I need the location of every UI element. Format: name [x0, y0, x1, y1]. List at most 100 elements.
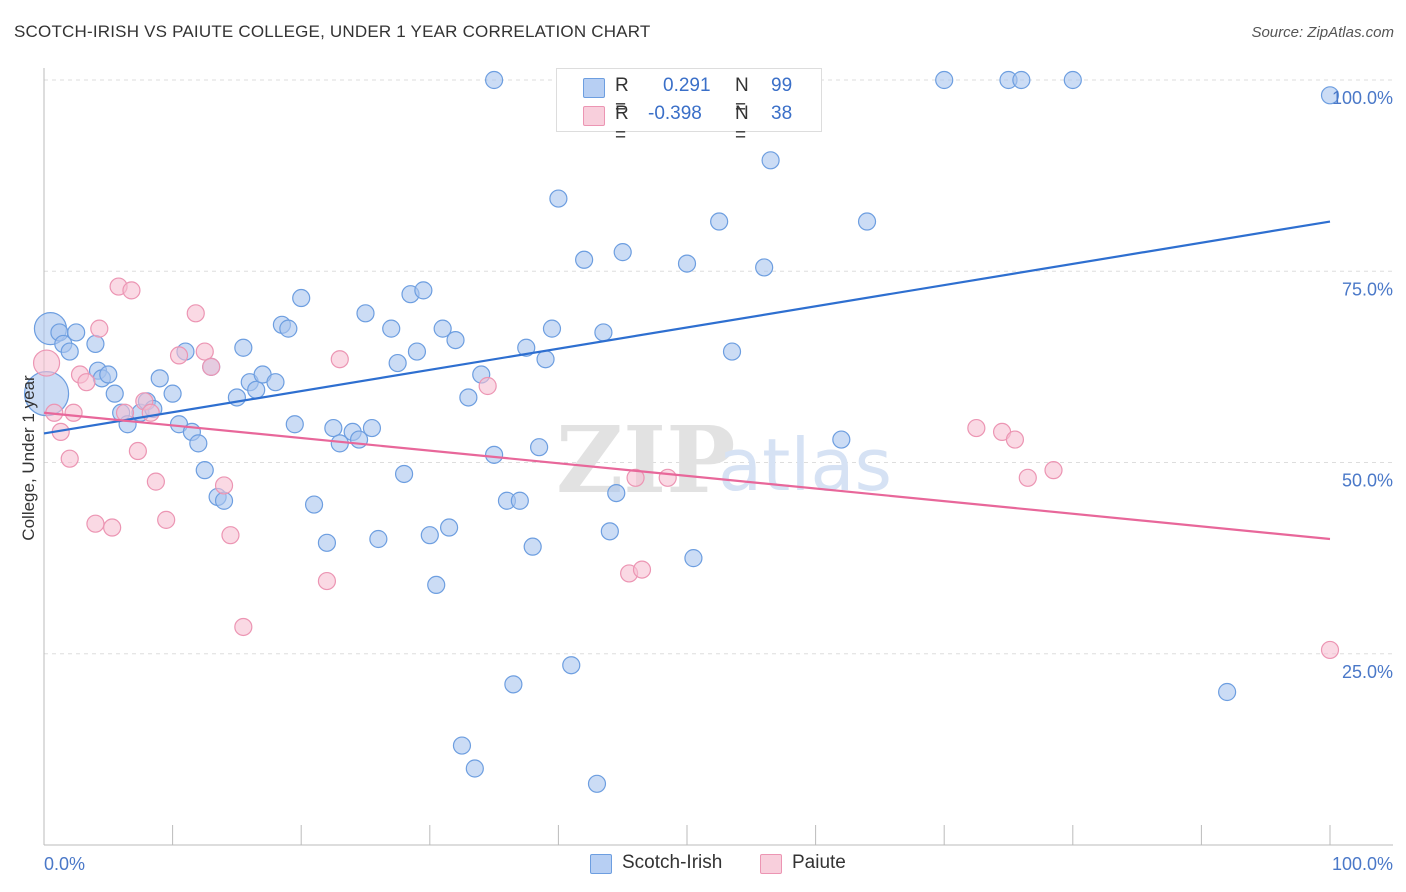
scotch-irish-point	[99, 365, 118, 384]
scotch-irish-point	[485, 445, 504, 464]
scotch-irish-point	[247, 380, 266, 399]
scotch-irish-point	[452, 736, 472, 755]
scotch-irish-point	[1063, 70, 1082, 90]
scotch-irish-point	[600, 522, 619, 541]
paiute-point	[186, 304, 205, 323]
scotch-irish-point	[324, 418, 343, 438]
scotch-irish-point	[575, 250, 594, 269]
paiute-point	[317, 571, 337, 591]
gridlines	[44, 79, 1393, 655]
scotch-irish-point	[163, 384, 182, 403]
paiute-point	[221, 526, 240, 545]
paiute-point	[157, 510, 176, 529]
scotch-irish-point	[594, 323, 613, 342]
bottom-legend-label: Paiute	[792, 852, 846, 873]
y-axis-label: College, Under 1 year	[19, 375, 38, 541]
scotch-irish-point	[362, 418, 382, 438]
paiute-point	[32, 349, 61, 377]
scotch-irish-point	[414, 281, 433, 300]
bottom-swatch-pink	[760, 854, 782, 874]
x-tick-min: 0.0%	[44, 854, 85, 874]
watermark: ZIP atlas	[556, 406, 892, 514]
scotch-irish-point	[433, 319, 452, 338]
scotch-irish-point	[935, 70, 954, 90]
legend-n-label: N =	[735, 75, 749, 118]
paiute-point	[169, 346, 189, 365]
scotch-irish-point	[317, 533, 337, 552]
paiute-point	[214, 476, 234, 495]
scotch-irish-point	[755, 258, 774, 277]
scotch-irish-point	[292, 288, 311, 308]
scotch-irish-point	[234, 338, 253, 357]
paiute-point	[141, 403, 160, 422]
scotch-irish-trend-line	[43, 220, 1331, 435]
scotch-irish-point	[150, 369, 169, 388]
paiute-point	[478, 376, 497, 396]
scotch-irish-point	[388, 353, 407, 373]
scotch-irish-point	[510, 491, 529, 510]
paiute-point	[1044, 461, 1063, 480]
y-tick-label: 25.0%	[1342, 662, 1393, 682]
x-tick-max: 100.0%	[1332, 854, 1393, 874]
paiute-point	[103, 518, 122, 537]
scotch-irish-point	[607, 484, 626, 503]
scotch-irish-point	[266, 373, 285, 392]
scotch-irish-point	[369, 529, 388, 549]
scotch-irish-point	[304, 495, 324, 514]
legend-r-label: R =	[615, 103, 629, 146]
y-tick-label: 75.0%	[1342, 279, 1393, 299]
scotch-irish-point	[439, 518, 459, 537]
scotch-irish-point	[761, 151, 780, 170]
axes	[43, 68, 1393, 846]
scotch-irish-point	[459, 388, 478, 407]
paiute-trend-line	[43, 411, 1331, 541]
scotch-irish-point	[60, 342, 79, 361]
scotch-irish-point	[394, 464, 414, 484]
y-tick-label: 50.0%	[1342, 471, 1393, 491]
scotch-irish-point	[427, 575, 446, 595]
paiute-point	[122, 281, 141, 300]
paiute-points	[32, 277, 1340, 660]
scotch-irish-point	[530, 438, 549, 457]
paiute-point	[330, 350, 349, 369]
correlation-legend: R = 0.291 N = 99 R = -0.398 N = 38	[556, 68, 822, 146]
scotch-irish-point	[536, 350, 555, 369]
scotch-irish-point	[684, 549, 703, 568]
scotch-irish-point	[1218, 682, 1237, 702]
legend-r-label: R =	[615, 75, 629, 118]
scotch-irish-point	[67, 323, 86, 342]
scotch-irish-point	[613, 243, 632, 262]
scotch-irish-point	[523, 537, 542, 556]
scotch-irish-point	[542, 319, 562, 338]
y-tick-labels: 25.0% 50.0% 75.0% 100.0%	[1332, 88, 1393, 682]
scotch-irish-point	[446, 331, 465, 350]
scotch-irish-point	[677, 254, 697, 273]
scotch-irish-point	[382, 319, 401, 338]
legend-swatch-blue	[583, 78, 605, 98]
paiute-point	[90, 319, 109, 338]
scotch-irish-point	[587, 774, 607, 793]
scotch-irish-point	[86, 334, 105, 354]
scotch-irish-point	[710, 212, 729, 231]
scotch-irish-point	[279, 319, 298, 338]
paiute-point	[658, 468, 677, 487]
scotch-irish-point	[465, 759, 484, 778]
paiute-point	[128, 441, 147, 461]
watermark-zip: ZIP	[556, 406, 735, 514]
paiute-point	[195, 342, 214, 361]
scotch-irish-point	[420, 526, 439, 545]
source-label: Source: ZipAtlas.com	[1251, 24, 1394, 41]
paiute-point	[1005, 430, 1025, 449]
bottom-legend-label: Scotch-Irish	[622, 852, 723, 873]
paiute-point	[1018, 468, 1037, 487]
legend-swatch-pink	[583, 106, 605, 126]
y-tick-label: 100.0%	[1332, 88, 1393, 108]
trend-lines	[43, 220, 1331, 541]
scotch-irish-point	[562, 656, 581, 675]
scotch-irish-point	[504, 675, 523, 694]
scotch-irish-point	[285, 415, 304, 434]
paiute-point	[234, 617, 253, 637]
scotch-irish-point	[189, 434, 208, 453]
scotch-irish-point	[517, 338, 536, 357]
